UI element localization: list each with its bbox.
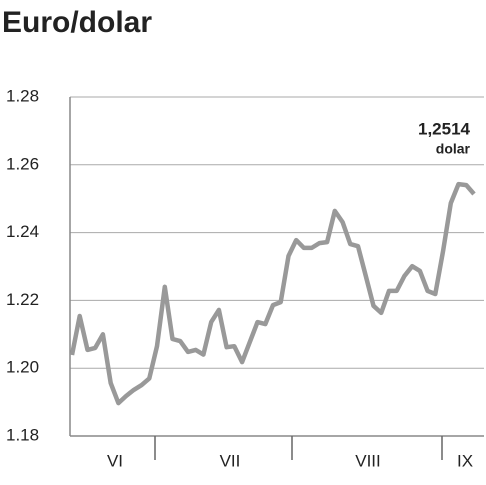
x-tick-label: IX (457, 451, 473, 470)
y-tick-label: 1.22 (6, 290, 39, 309)
annotation-unit: dolar (436, 141, 471, 157)
annotation-value: 1,2514 (418, 119, 471, 138)
x-tick-label: VII (220, 451, 241, 470)
x-tick-label: VI (107, 451, 123, 470)
y-tick-label: 1.24 (6, 222, 39, 241)
y-tick-label: 1.18 (6, 425, 39, 444)
data-line (69, 181, 476, 406)
x-tick-label: VIII (355, 451, 381, 470)
y-tick-label: 1.20 (6, 358, 39, 377)
y-tick-label: 1.28 (6, 86, 39, 105)
chart-title: Euro/dolar (2, 6, 152, 39)
y-tick-label: 1.26 (6, 154, 39, 173)
